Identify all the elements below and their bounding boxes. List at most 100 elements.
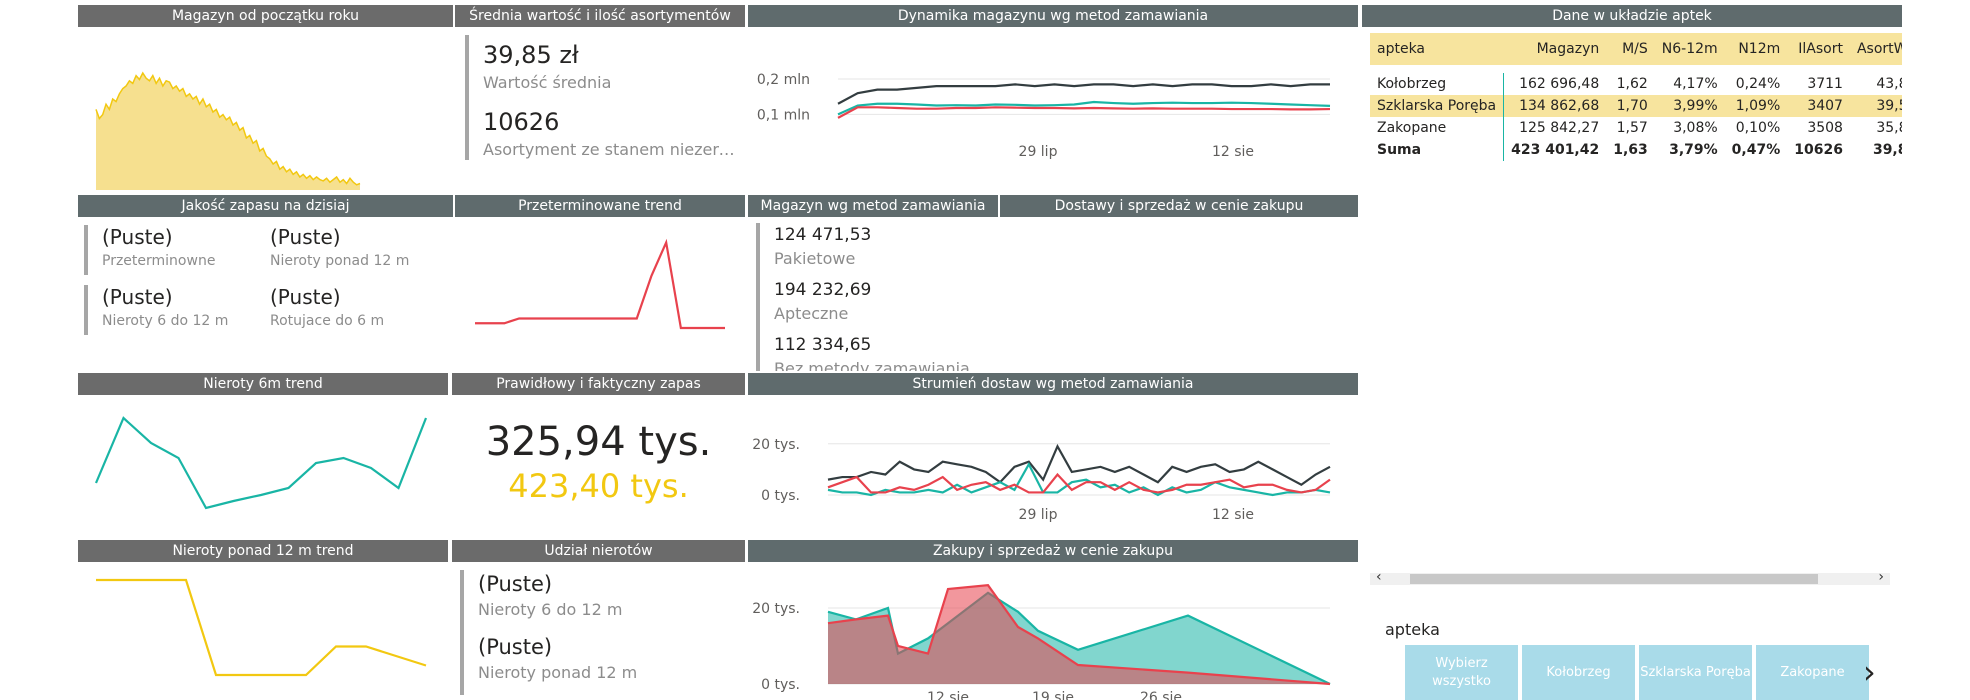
- tile-title: Magazyn wg metod zamawiania: [748, 195, 998, 217]
- slicer-button-zakopane[interactable]: Zakopane: [1756, 645, 1869, 700]
- average-label: Wartość średnia: [483, 73, 612, 92]
- x-tick-label: 19 sie: [1032, 690, 1074, 700]
- quality-label: Nieroty ponad 12 m: [270, 253, 410, 269]
- table-cell: 3508: [1807, 120, 1843, 136]
- ytd-area-chart[interactable]: [95, 60, 446, 190]
- table-cell: 0,10%: [1735, 120, 1781, 136]
- pharmacy-table: apteka Magazyn M/S N6-12m N12m IlAsort A…: [1370, 33, 1902, 161]
- dynamics-line-chart[interactable]: 0,1 mln 0,2 mln 29 lip 12 sie: [748, 27, 1358, 187]
- table-total-row: Suma 423 401,42 1,63 3,79% 0,47% 10626 3…: [1370, 139, 1902, 161]
- method-value: 112 334,65: [774, 335, 872, 355]
- n6-line-chart[interactable]: [94, 413, 428, 518]
- tile-expired-trend: Przeterminowane trend: [455, 195, 745, 375]
- tile-share: Udział nierotów (Puste) Nieroty 6 do 12 …: [452, 540, 745, 700]
- table-cell: 39,5: [1876, 98, 1902, 114]
- purchases-area-chart[interactable]: 0 tys. 20 tys. 12 sie 19 sie 26 sie: [748, 562, 1358, 700]
- slicer-title: apteka: [1385, 620, 1440, 639]
- table-cell: 1,63: [1613, 142, 1648, 158]
- quality-label: Nieroty 6 do 12 m: [102, 313, 229, 329]
- series-line-1: [827, 461, 1331, 497]
- x-tick-label: 12 sie: [1212, 507, 1254, 523]
- tile-quality: Jakość zapasu na dzisiaj (Puste) Przeter…: [78, 195, 453, 375]
- y-tick-label: 0,1 mln: [757, 107, 810, 123]
- tile-title: Dane w układzie aptek: [1362, 5, 1902, 27]
- table-cell: Zakopane: [1370, 117, 1505, 139]
- share-value: (Puste): [478, 572, 553, 596]
- column-header[interactable]: Magazyn: [1503, 33, 1607, 65]
- quality-card-n12: (Puste) Nieroty ponad 12 m: [252, 225, 409, 275]
- column-header[interactable]: N12m: [1724, 33, 1788, 65]
- table-row[interactable]: Zakopane 125 842,27 1,57 3,08% 0,10% 350…: [1370, 117, 1902, 139]
- table-cell: 134 862,68: [1519, 98, 1600, 114]
- table-cell: 1,57: [1616, 120, 1648, 136]
- series-line-0: [837, 83, 1330, 105]
- column-header[interactable]: IlAsort: [1787, 33, 1850, 65]
- tile-title: Średnia wartość i ilość asortymentów: [455, 5, 745, 27]
- scroll-left-icon[interactable]: ‹: [1376, 569, 1382, 585]
- table-cell: 3,08%: [1673, 120, 1718, 136]
- method-value: 124 471,53: [774, 225, 872, 245]
- y-tick-label: 0 tys.: [761, 677, 800, 693]
- tile-stream: Strumień dostaw wg metod zamawiania 0 ty…: [748, 373, 1358, 533]
- series-line-2: [837, 106, 1331, 119]
- tile-pharmacies: Dane w układzie aptek apteka Magazyn M/S…: [1362, 5, 1902, 585]
- slicer-button-szklarska[interactable]: Szklarska Poręba: [1639, 645, 1752, 700]
- expired-line-chart[interactable]: [475, 233, 730, 333]
- table-cell: 10626: [1794, 142, 1843, 158]
- series-line-0: [94, 416, 428, 510]
- method-card: 124 471,53 Pakietowe 194 232,69 Apteczne…: [756, 223, 994, 371]
- table-cell: 3,99%: [1673, 98, 1718, 114]
- series-line-1: [827, 584, 1331, 686]
- table-row[interactable]: Szklarska Poręba 134 862,68 1,70 3,99% 1…: [1370, 95, 1902, 117]
- n12-line-chart[interactable]: [96, 575, 427, 685]
- spacer-row: [1370, 65, 1902, 73]
- x-tick-label: 29 lip: [1019, 507, 1058, 523]
- share-label: Nieroty 6 do 12 m: [478, 600, 623, 619]
- column-header[interactable]: N6-12m: [1654, 33, 1725, 65]
- tile-by-method: Magazyn wg metod zamawiania 124 471,53 P…: [748, 195, 998, 375]
- tile-title: Przeterminowane trend: [455, 195, 745, 217]
- y-tick-label: 20 tys.: [752, 601, 800, 617]
- slicer-button-kolobrzeg[interactable]: Kołobrzeg: [1522, 645, 1635, 700]
- table-cell: 0,24%: [1735, 76, 1781, 92]
- scrollbar-thumb[interactable]: [1410, 574, 1818, 584]
- column-header[interactable]: AsortW: [1849, 33, 1902, 65]
- tile-n6-trend: Nieroty 6m trend: [78, 373, 448, 533]
- table-cell: 1,09%: [1735, 98, 1781, 114]
- tile-title: Dostawy i sprzedaż w cenie zakupu: [1000, 195, 1358, 217]
- quality-card-rotating: (Puste) Rotujace do 6 m: [252, 285, 384, 335]
- tile-ytd: Magazyn od początku roku: [78, 5, 453, 190]
- average-card: 39,85 zł Wartość średnia 10626 Asortymen…: [465, 35, 745, 160]
- chevron-right-icon[interactable]: ›: [1863, 653, 1876, 691]
- tile-purchases: Zakupy i sprzedaż w cenie zakupu 0 tys. 2…: [748, 540, 1358, 700]
- table-cell: 43,8: [1876, 76, 1902, 92]
- actual-stock-value: 423,40 tys.: [508, 467, 689, 505]
- table-cell: 162 696,48: [1519, 76, 1600, 92]
- method-label: Apteczne: [774, 304, 849, 323]
- y-tick-label: 0 tys.: [761, 488, 800, 504]
- column-header[interactable]: M/S: [1606, 33, 1655, 65]
- table-cell: Szklarska Poręba: [1370, 95, 1505, 117]
- x-tick-label: 12 sie: [927, 690, 969, 700]
- tile-deliveries: Dostawy i sprzedaż w cenie zakupu: [1000, 195, 1358, 295]
- table-cell: 3711: [1807, 76, 1843, 92]
- tile-title: Udział nierotów: [452, 540, 745, 562]
- share-card: (Puste) Nieroty 6 do 12 m (Puste) Nierot…: [460, 570, 738, 695]
- table-cell: 39,8: [1872, 142, 1902, 158]
- table-row[interactable]: Kołobrzeg 162 696,48 1,62 4,17% 0,24% 37…: [1370, 73, 1902, 95]
- tile-title: Nieroty ponad 12 m trend: [78, 540, 448, 562]
- slicer-button-select-all[interactable]: Wybierz wszystko: [1405, 645, 1518, 700]
- method-label: Pakietowe: [774, 249, 856, 268]
- table-cell: 4,17%: [1673, 76, 1718, 92]
- horizontal-scrollbar[interactable]: ‹ ›: [1370, 569, 1890, 585]
- share-label: Nieroty ponad 12 m: [478, 663, 638, 682]
- share-value: (Puste): [478, 635, 553, 659]
- tile-title: Magazyn od początku roku: [78, 5, 453, 27]
- quality-value: (Puste): [270, 285, 341, 309]
- tile-title: Strumień dostaw wg metod zamawiania: [748, 373, 1358, 395]
- stream-line-chart[interactable]: 0 tys. 20 tys. 29 lip 12 sie: [748, 395, 1358, 530]
- column-header[interactable]: apteka: [1370, 33, 1504, 65]
- table-cell: 1,62: [1616, 76, 1648, 92]
- tile-title: Prawidłowy i faktyczny zapas: [452, 373, 745, 395]
- scroll-right-icon[interactable]: ›: [1878, 569, 1884, 585]
